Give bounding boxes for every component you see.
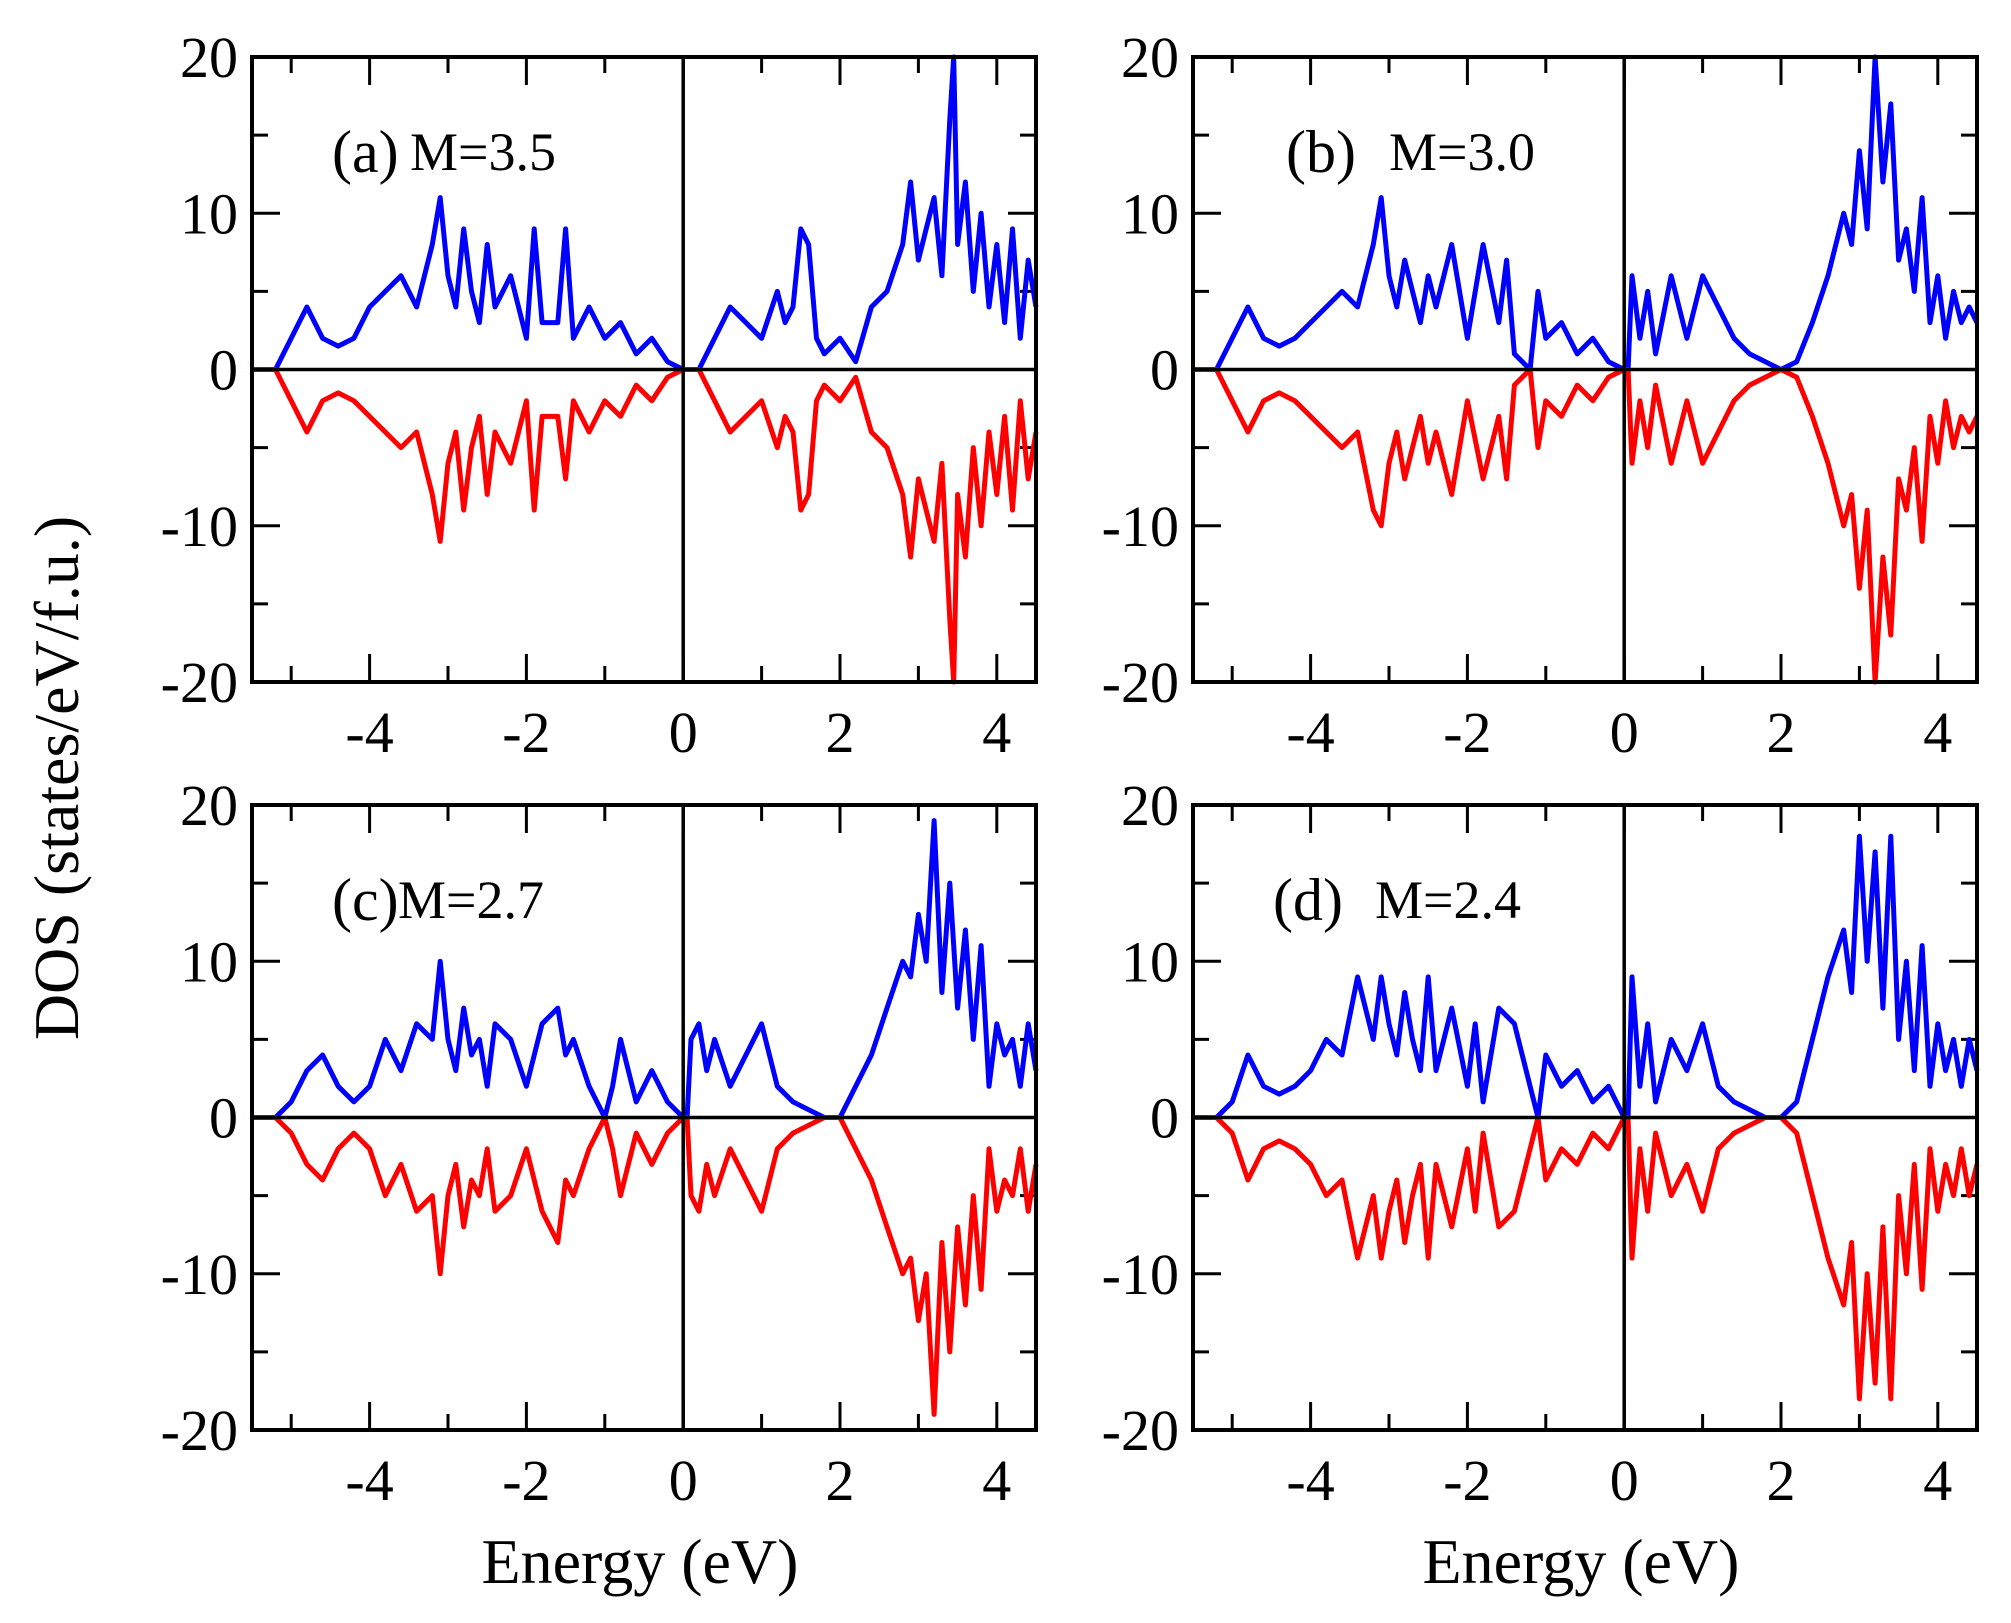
panel-tag: (d) bbox=[1273, 867, 1343, 933]
x-tick-label: 0 bbox=[1610, 700, 1639, 765]
x-axis-title-left: Energy (eV) bbox=[482, 1526, 799, 1597]
x-tick-label: -4 bbox=[1286, 700, 1334, 765]
y-tick-label: -10 bbox=[1102, 494, 1179, 559]
x-axis-title-right: Energy (eV) bbox=[1423, 1526, 1740, 1597]
series-spin-down bbox=[252, 1115, 1039, 1417]
panel-tag: (c) bbox=[332, 867, 399, 933]
y-tick-label: 20 bbox=[180, 773, 238, 838]
panel-moment-label: M=3.5 bbox=[410, 122, 556, 182]
series-spin-up bbox=[1193, 54, 1980, 372]
y-tick-label: -10 bbox=[1102, 1242, 1179, 1307]
plot-frame bbox=[1191, 803, 1979, 1432]
y-tick-label: 20 bbox=[1121, 25, 1179, 90]
x-tick-label: 4 bbox=[982, 700, 1011, 765]
y-tick-label: 20 bbox=[1121, 773, 1179, 838]
x-tick-label: -4 bbox=[1286, 1448, 1334, 1513]
y-tick-label: -20 bbox=[161, 650, 238, 715]
y-tick-label: 0 bbox=[209, 1086, 238, 1151]
x-tick-label: 4 bbox=[982, 1448, 1011, 1513]
y-tick-label: 10 bbox=[1121, 929, 1179, 994]
plot-frame bbox=[250, 803, 1038, 1432]
x-tick-label: 0 bbox=[669, 700, 698, 765]
x-tick-label: -4 bbox=[345, 1448, 393, 1513]
y-tick-label: 20 bbox=[180, 25, 238, 90]
x-tick-label: -4 bbox=[345, 700, 393, 765]
y-tick-label: -10 bbox=[161, 494, 238, 559]
y-tick-label: -20 bbox=[1102, 650, 1179, 715]
series-spin-down bbox=[252, 367, 1039, 685]
series-spin-down bbox=[1193, 1115, 1980, 1402]
y-tick-label: -20 bbox=[1102, 1398, 1179, 1463]
x-tick-label: -2 bbox=[1443, 1448, 1491, 1513]
panel-moment-label: M=2.7 bbox=[398, 870, 544, 930]
x-tick-label: 0 bbox=[1610, 1448, 1639, 1513]
x-tick-label: -2 bbox=[1443, 700, 1491, 765]
x-tick-label: -2 bbox=[502, 1448, 550, 1513]
y-tick-label: -10 bbox=[161, 1242, 238, 1307]
panel-moment-label: M=2.4 bbox=[1375, 870, 1521, 930]
x-tick-label: -2 bbox=[502, 700, 550, 765]
series-spin-up bbox=[252, 54, 1039, 372]
plot-frame bbox=[1191, 55, 1979, 684]
series-spin-up bbox=[252, 818, 1039, 1120]
x-tick-label: 4 bbox=[1923, 1448, 1952, 1513]
series-spin-down bbox=[1193, 367, 1980, 685]
x-tick-label: 0 bbox=[669, 1448, 698, 1513]
plot-frame bbox=[250, 55, 1038, 684]
panel-tag: (a) bbox=[332, 119, 399, 185]
x-tick-label: 2 bbox=[826, 1448, 855, 1513]
y-axis-title: DOS (states/eV/f.u.) bbox=[21, 516, 92, 1040]
x-tick-label: 2 bbox=[826, 700, 855, 765]
x-tick-label: 2 bbox=[1767, 700, 1796, 765]
panel-moment-label: M=3.0 bbox=[1389, 122, 1535, 182]
y-tick-label: 0 bbox=[1150, 1086, 1179, 1151]
y-tick-label: 10 bbox=[180, 929, 238, 994]
y-tick-label: -20 bbox=[161, 1398, 238, 1463]
x-tick-label: 4 bbox=[1923, 700, 1952, 765]
x-tick-label: 2 bbox=[1767, 1448, 1796, 1513]
y-tick-label: 10 bbox=[180, 181, 238, 246]
y-tick-label: 10 bbox=[1121, 181, 1179, 246]
y-tick-label: 0 bbox=[209, 338, 238, 403]
y-tick-label: 0 bbox=[1150, 338, 1179, 403]
panel-tag: (b) bbox=[1286, 119, 1356, 185]
